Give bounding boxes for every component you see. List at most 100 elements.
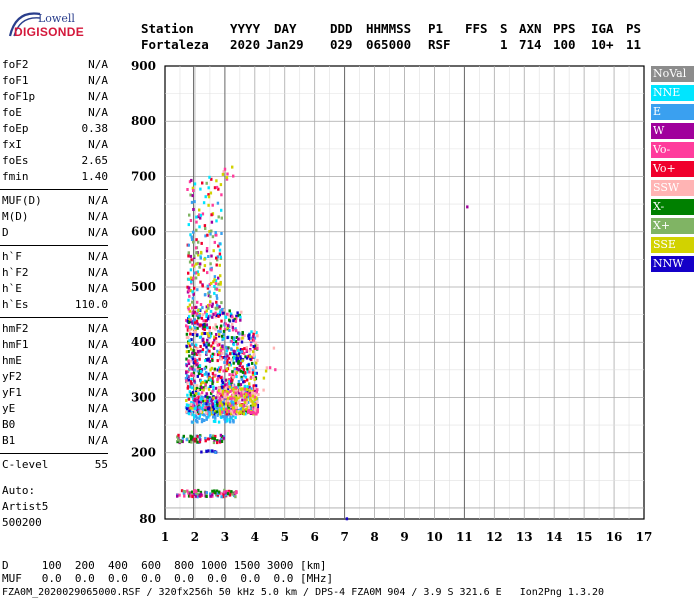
echo-point (220, 208, 223, 212)
echo-point (218, 313, 221, 317)
echo-point (196, 270, 199, 274)
param-row-foEs: foEs 2.65 (2, 154, 108, 170)
echo-point (202, 407, 205, 411)
echo-point (227, 401, 230, 405)
echo-point (205, 411, 208, 415)
echo-point (214, 420, 217, 423)
echo-point (202, 341, 205, 345)
echo-point (207, 255, 210, 258)
echo-point (203, 372, 207, 376)
echo-point (264, 369, 268, 373)
echo-point (188, 328, 191, 332)
echo-point (254, 341, 258, 345)
echo-point (187, 271, 190, 275)
echo-point (189, 193, 192, 197)
echo-point (231, 399, 235, 403)
echo-point (247, 354, 250, 358)
echo-point (240, 310, 243, 314)
echo-point (207, 334, 211, 338)
echo-point (242, 404, 245, 408)
echo-point (192, 349, 195, 353)
echo-point (262, 376, 266, 380)
echo-point (195, 437, 198, 441)
echo-point (230, 490, 233, 494)
echo-point (251, 368, 255, 372)
echo-point (256, 334, 259, 338)
legend-item-x-: X+ (651, 218, 694, 234)
param-name: fmin (2, 170, 29, 183)
echo-point (188, 344, 192, 348)
echo-point (209, 434, 212, 438)
echo-point (220, 379, 224, 383)
echo-point (240, 337, 243, 341)
echo-point (192, 397, 195, 401)
echo-point (211, 315, 214, 319)
echo-point (232, 391, 236, 395)
echo-point (232, 404, 236, 408)
echo-point (215, 396, 218, 400)
echo-point (201, 412, 204, 416)
echo-point (228, 309, 231, 313)
echo-point (220, 193, 223, 197)
echo-point (234, 391, 237, 395)
echo-point (200, 420, 204, 424)
echo-point (244, 355, 247, 359)
echo-point (249, 391, 252, 395)
echo-point (226, 347, 229, 351)
echo-point (216, 377, 220, 381)
echo-point (233, 318, 236, 322)
header-value-7: 1 (500, 37, 508, 52)
echo-point (189, 325, 192, 329)
echo-point (205, 305, 208, 309)
echo-point (192, 493, 195, 496)
echo-point (254, 406, 257, 410)
x-tick-label: 12 (486, 530, 503, 544)
echo-point (219, 392, 222, 395)
echo-point (229, 363, 232, 367)
echo-point (233, 410, 236, 414)
echo-point (200, 316, 204, 320)
echo-point (193, 286, 196, 290)
echo-point (231, 387, 235, 391)
echo-point (232, 376, 235, 379)
param-row-foF2: foF2 N/A (2, 58, 108, 74)
echo-point (199, 492, 203, 496)
echo-point (239, 387, 243, 391)
param-row-B0: B0 N/A (2, 418, 108, 434)
echo-point (195, 392, 198, 396)
echo-point (200, 395, 203, 399)
echo-point (211, 411, 215, 415)
echo-point (211, 489, 214, 493)
echo-point (241, 331, 244, 334)
echo-point (196, 406, 199, 410)
echo-point (220, 440, 224, 443)
echo-point (197, 240, 200, 244)
echo-point (205, 416, 208, 419)
echo-point (205, 495, 208, 498)
echo-point (214, 404, 217, 408)
echo-point (211, 358, 214, 362)
param-value: 0.38 (81, 122, 109, 135)
echo-point (201, 181, 204, 185)
echo-point (239, 315, 242, 319)
echo-point (195, 251, 198, 255)
echo-point (223, 395, 226, 399)
echo-point (219, 326, 222, 330)
echo-point (222, 311, 225, 315)
echo-point (206, 407, 210, 411)
echo-point (234, 340, 238, 343)
echo-point (198, 312, 202, 316)
x-tick-label: 9 (400, 530, 408, 544)
echo-point (225, 349, 229, 353)
echo-point (233, 336, 236, 340)
echo-point (228, 385, 232, 389)
echo-point (255, 371, 258, 375)
echo-point (223, 361, 226, 365)
echo-point (224, 378, 228, 382)
echo-point (235, 396, 238, 400)
param-value: N/A (88, 226, 108, 239)
echo-point (219, 367, 222, 371)
echo-point (219, 280, 222, 284)
echo-point (180, 489, 184, 493)
echo-point (225, 414, 228, 418)
